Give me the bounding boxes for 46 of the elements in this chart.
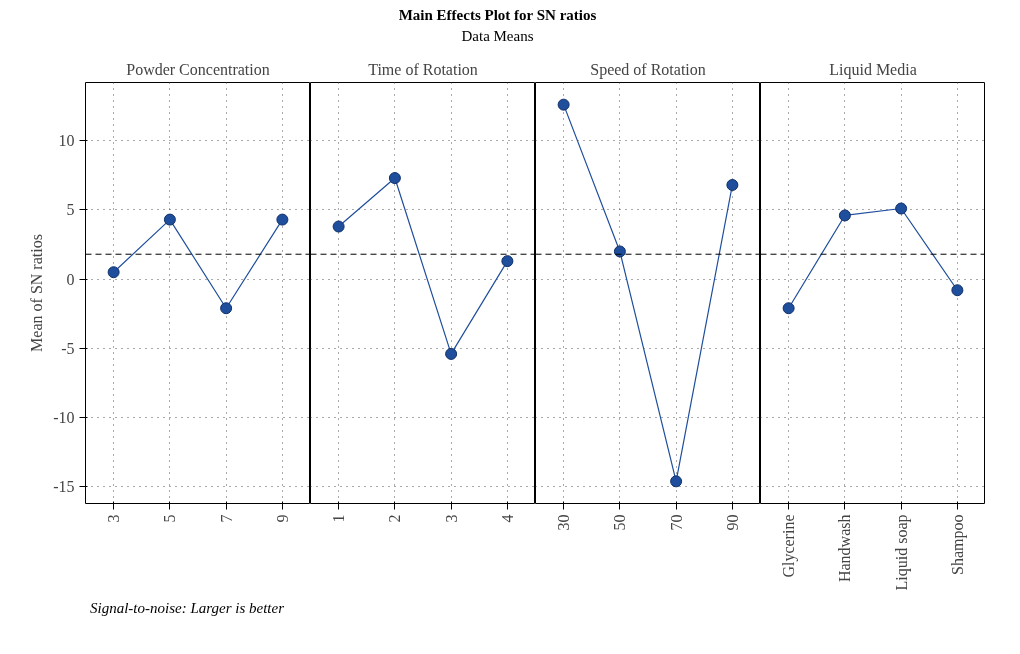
x-axis-title: Speed of Rotation [590, 60, 706, 79]
x-axis-title: Time of Rotation [368, 60, 478, 78]
x-axis-title: Powder Concentration [126, 60, 270, 78]
y-tick-label: 10 [58, 132, 75, 150]
x-tick-label: 1 [330, 514, 348, 523]
text: Signal-to-noise: Larger is better [90, 599, 285, 616]
x-tick-label: Glycerine [780, 514, 799, 578]
x-tick-label: 3 [442, 514, 460, 523]
point [951, 284, 964, 297]
y-tick-label: -5 [61, 339, 75, 357]
x-axis-title: Liquid Media [829, 60, 917, 79]
point [782, 302, 795, 315]
x-tick-label: 50 [611, 514, 629, 531]
x-tick-label: 4 [498, 514, 516, 523]
y-axis-title: Mean of SN ratios [28, 233, 46, 352]
x-tick-label: Shampoo [948, 514, 967, 575]
point [445, 347, 458, 360]
x-tick-label: 90 [723, 514, 741, 531]
x-tick-label: 7 [217, 514, 235, 523]
point [613, 245, 626, 258]
chart-subtitle: Data Means [460, 27, 535, 47]
point [276, 213, 289, 226]
x-tick-label: 5 [161, 514, 179, 523]
x-tick-label: Handwash [836, 514, 854, 582]
x-tick-label: 9 [273, 514, 291, 523]
y-tick-label: 0 [66, 270, 75, 288]
y-tick-label: -10 [53, 408, 75, 426]
point [332, 220, 345, 233]
point [501, 255, 514, 267]
point [895, 202, 908, 215]
y-tick-label: 5 [66, 201, 75, 219]
point [838, 209, 851, 222]
point [726, 178, 739, 191]
x-tick-label: 30 [555, 514, 573, 531]
x-tick-label: Liquid soap [892, 514, 911, 591]
point [557, 98, 570, 111]
chart-title: Main Effects Plot for SN ratios [398, 7, 597, 23]
point [220, 302, 233, 315]
point [107, 266, 120, 279]
x-tick-label: 2 [386, 514, 404, 523]
x-tick-label: 70 [667, 514, 685, 531]
point [388, 171, 401, 184]
y-tick-label: -15 [53, 478, 75, 496]
point [670, 475, 683, 488]
x-tick-label: 3 [105, 514, 123, 523]
point [163, 213, 176, 226]
